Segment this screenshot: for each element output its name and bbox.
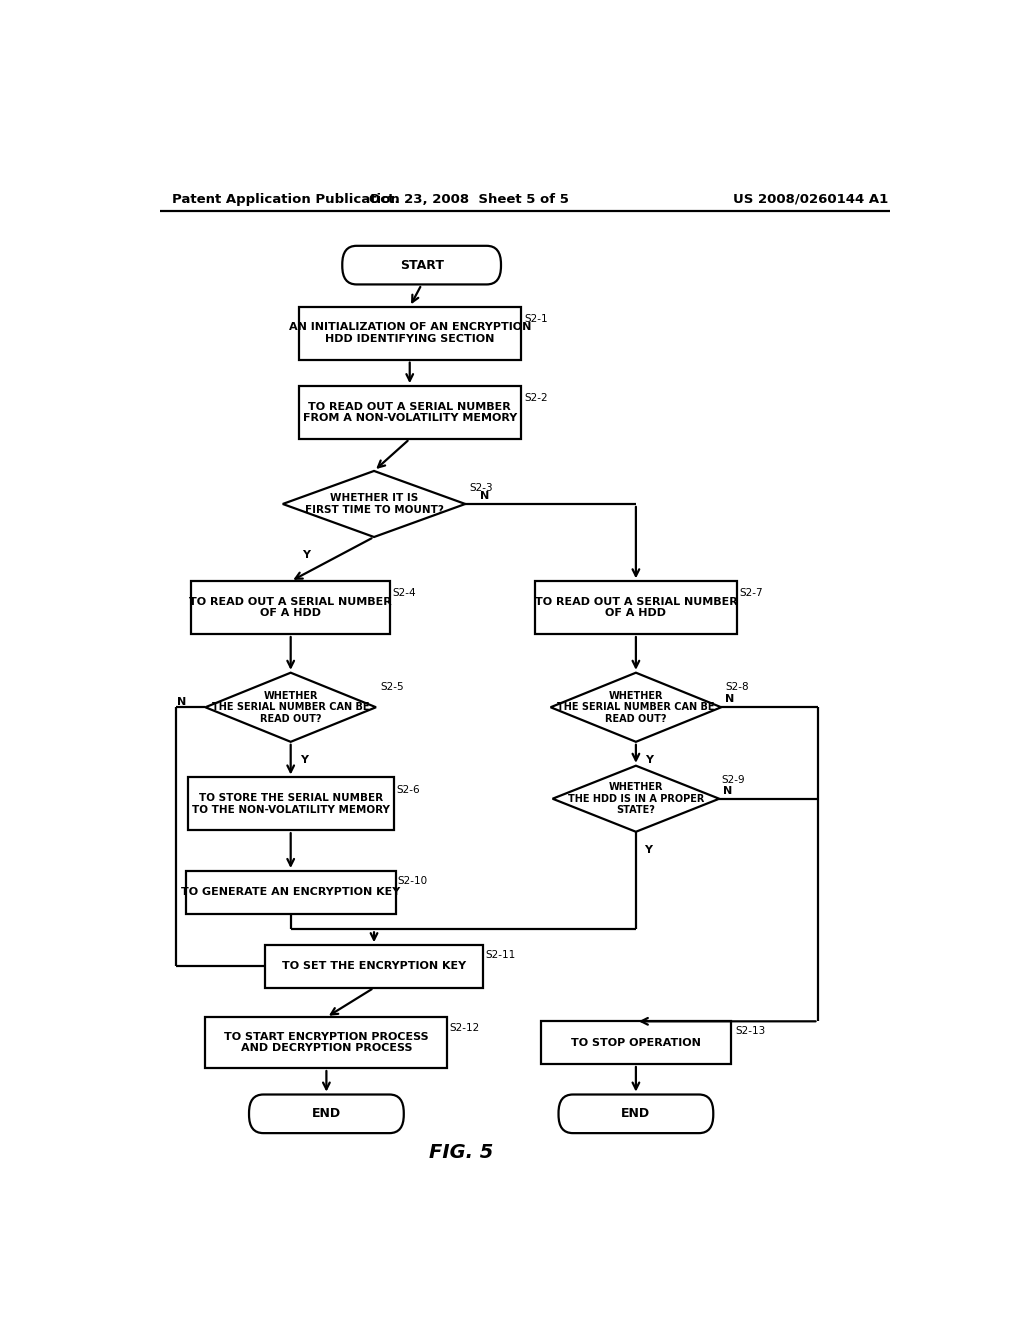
Text: END: END bbox=[312, 1107, 341, 1121]
Bar bbox=[299, 385, 521, 440]
Text: START: START bbox=[399, 259, 443, 272]
Text: Y: Y bbox=[302, 550, 310, 560]
Bar bbox=[187, 777, 394, 830]
Polygon shape bbox=[206, 673, 376, 742]
Bar bbox=[265, 945, 483, 987]
Polygon shape bbox=[283, 471, 465, 537]
Bar bbox=[191, 581, 390, 634]
Bar bbox=[299, 306, 521, 359]
Text: N: N bbox=[725, 694, 734, 704]
Text: TO READ OUT A SERIAL NUMBER
OF A HDD: TO READ OUT A SERIAL NUMBER OF A HDD bbox=[189, 597, 392, 619]
Bar bbox=[206, 1018, 447, 1068]
Text: WHETHER
THE HDD IS IN A PROPER
STATE?: WHETHER THE HDD IS IN A PROPER STATE? bbox=[567, 783, 705, 816]
Text: S2-4: S2-4 bbox=[392, 589, 416, 598]
Text: TO GENERATE AN ENCRYPTION KEY: TO GENERATE AN ENCRYPTION KEY bbox=[181, 887, 400, 898]
Text: S2-10: S2-10 bbox=[397, 876, 428, 886]
Text: Y: Y bbox=[300, 755, 308, 766]
Text: US 2008/0260144 A1: US 2008/0260144 A1 bbox=[733, 193, 888, 206]
Text: N: N bbox=[480, 491, 489, 500]
Text: WHETHER
THE SERIAL NUMBER CAN BE
READ OUT?: WHETHER THE SERIAL NUMBER CAN BE READ OU… bbox=[212, 690, 370, 723]
Text: Y: Y bbox=[645, 755, 653, 766]
Text: S2-11: S2-11 bbox=[485, 950, 515, 960]
Text: END: END bbox=[622, 1107, 650, 1121]
Polygon shape bbox=[553, 766, 719, 832]
Bar bbox=[185, 871, 396, 913]
Text: S2-3: S2-3 bbox=[469, 483, 493, 492]
Text: S2-13: S2-13 bbox=[735, 1027, 765, 1036]
Text: TO STORE THE SERIAL NUMBER
TO THE NON-VOLATILITY MEMORY: TO STORE THE SERIAL NUMBER TO THE NON-VO… bbox=[191, 793, 389, 814]
Text: AN INITIALIZATION OF AN ENCRYPTION
HDD IDENTIFYING SECTION: AN INITIALIZATION OF AN ENCRYPTION HDD I… bbox=[289, 322, 530, 345]
Text: TO STOP OPERATION: TO STOP OPERATION bbox=[571, 1038, 700, 1048]
Text: S2-9: S2-9 bbox=[722, 775, 745, 785]
FancyBboxPatch shape bbox=[558, 1094, 714, 1133]
Text: S2-12: S2-12 bbox=[450, 1023, 479, 1034]
Text: N: N bbox=[177, 697, 186, 708]
Text: S2-8: S2-8 bbox=[726, 682, 750, 692]
Text: WHETHER IT IS
FIRST TIME TO MOUNT?: WHETHER IT IS FIRST TIME TO MOUNT? bbox=[304, 494, 443, 515]
Bar bbox=[535, 581, 737, 634]
Text: S2-5: S2-5 bbox=[380, 682, 404, 692]
Bar bbox=[541, 1022, 731, 1064]
FancyBboxPatch shape bbox=[249, 1094, 403, 1133]
Text: S2-1: S2-1 bbox=[524, 314, 549, 323]
Text: Y: Y bbox=[644, 845, 652, 855]
FancyBboxPatch shape bbox=[342, 246, 501, 284]
Polygon shape bbox=[551, 673, 721, 742]
Text: S2-7: S2-7 bbox=[739, 589, 763, 598]
Text: Patent Application Publication: Patent Application Publication bbox=[172, 193, 399, 206]
Text: FIG. 5: FIG. 5 bbox=[429, 1143, 494, 1162]
Text: WHETHER
THE SERIAL NUMBER CAN BE
READ OUT?: WHETHER THE SERIAL NUMBER CAN BE READ OU… bbox=[557, 690, 715, 723]
Text: S2-2: S2-2 bbox=[524, 393, 549, 404]
Text: Oct. 23, 2008  Sheet 5 of 5: Oct. 23, 2008 Sheet 5 of 5 bbox=[370, 193, 569, 206]
Text: TO READ OUT A SERIAL NUMBER
OF A HDD: TO READ OUT A SERIAL NUMBER OF A HDD bbox=[535, 597, 737, 619]
Text: TO SET THE ENCRYPTION KEY: TO SET THE ENCRYPTION KEY bbox=[282, 961, 466, 972]
Text: S2-6: S2-6 bbox=[396, 784, 420, 795]
Text: TO START ENCRYPTION PROCESS
AND DECRYPTION PROCESS: TO START ENCRYPTION PROCESS AND DECRYPTI… bbox=[224, 1032, 429, 1053]
Text: N: N bbox=[723, 785, 732, 796]
Text: TO READ OUT A SERIAL NUMBER
FROM A NON-VOLATILITY MEMORY: TO READ OUT A SERIAL NUMBER FROM A NON-V… bbox=[303, 401, 517, 424]
